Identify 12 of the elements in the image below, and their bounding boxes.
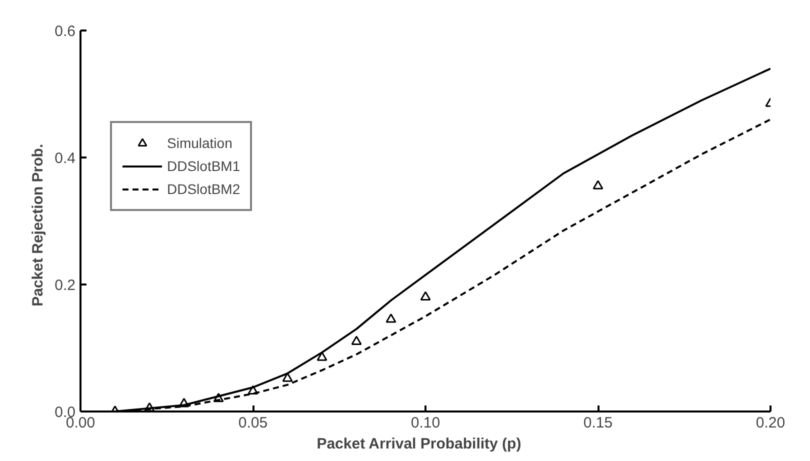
x-tick-label: 0.10	[410, 414, 440, 432]
legend-label: Simulation	[167, 135, 232, 151]
x-tick-label: 0.15	[583, 414, 613, 432]
y-tick-label: 0.2	[54, 277, 76, 294]
y-tick-label: 0.4	[54, 150, 76, 167]
x-tick-label: 0.05	[238, 414, 268, 432]
y-tick-label: 0.6	[54, 23, 76, 40]
legend-label: DDSlotBM1	[167, 158, 240, 174]
x-axis-title: Packet Arrival Probability (p)	[316, 436, 522, 452]
legend-label: DDSlotBM2	[167, 181, 240, 197]
y-axis-title: Packet Rejection Prob.	[30, 144, 47, 306]
x-tick-label: 0.20	[756, 414, 786, 432]
